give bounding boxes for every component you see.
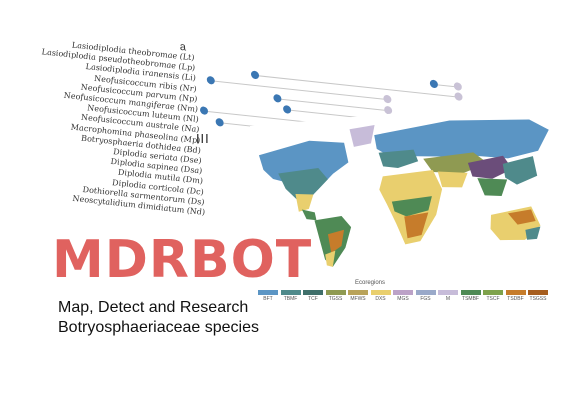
dumbbell-end-point	[453, 82, 463, 91]
legend-swatch	[483, 290, 503, 295]
map-legend: BFT TBMF TCF TGSS MFWS DXS MGS FGS M TSMBF TSCF TSD…	[258, 290, 558, 312]
dumbbell-start-point	[215, 118, 224, 127]
legend-item: TBMF	[280, 290, 303, 302]
legend-label: DXS	[375, 296, 386, 302]
legend-swatch	[528, 290, 548, 295]
legend-item: MGS	[393, 290, 415, 302]
dumbbell-track	[277, 97, 389, 111]
dumbbell-start-point	[250, 70, 260, 80]
legend-item: TGSS	[325, 290, 348, 302]
ecoregion-world-map	[244, 99, 555, 277]
dumbbell-start-point	[429, 79, 439, 89]
legend-item: TCF	[303, 290, 325, 302]
legend-swatch	[280, 290, 301, 295]
legend-label: BFT	[263, 296, 273, 302]
tagline-line-2: Botryosphaeriaceae species	[58, 319, 260, 336]
dumbbell-start-point	[199, 106, 209, 116]
legend-label: MFWS	[350, 296, 366, 302]
legend-label: FGS	[420, 296, 431, 302]
legend-swatch	[505, 290, 526, 295]
dumbbell-start-point	[273, 93, 282, 103]
legend-swatch	[258, 290, 278, 295]
legend-item: TSMBF	[460, 290, 483, 302]
brand-title: MDRBOT	[52, 230, 313, 290]
legend-swatch	[415, 290, 436, 295]
legend-item: BFT	[258, 290, 280, 302]
dumbbell-end-point	[454, 92, 463, 102]
dumbbell-end-point	[383, 94, 392, 104]
legend-swatch	[303, 290, 323, 295]
legend-swatch	[370, 290, 391, 295]
legend-label: TSGSS	[529, 296, 547, 302]
legend-label: M	[445, 296, 451, 302]
legend-item: TSCF	[483, 290, 505, 302]
dumbbell-start-point	[282, 104, 292, 114]
legend-label: TCF	[308, 296, 318, 302]
legend-item: MFWS	[348, 290, 370, 302]
map-legend-title: Ecoregions	[355, 280, 386, 286]
legend-swatch	[460, 290, 481, 295]
legend-label: MGS	[397, 296, 409, 302]
legend-label: TBMF	[283, 296, 298, 302]
legend-item: DXS	[370, 290, 393, 302]
legend-label: TSDBF	[507, 296, 524, 302]
world-map-image	[244, 99, 555, 277]
dumbbell-track	[210, 80, 388, 101]
legend-item: FGS	[415, 290, 438, 302]
legend-item: M	[438, 290, 460, 302]
plot-rows: Lasiodiplodia theobromae (Lt) Lasiodiplod…	[40, 30, 479, 217]
dumbbell-track	[255, 75, 459, 98]
legend-item: TSDBF	[505, 290, 528, 302]
legend-label: TSMBF	[462, 296, 479, 302]
legend-label: TGSS	[328, 296, 343, 302]
dumbbell-start-point	[206, 76, 216, 86]
legend-swatch	[393, 290, 413, 295]
legend-swatch	[348, 290, 368, 295]
legend-swatch	[325, 290, 346, 295]
panel-roman-numeral: III	[196, 132, 210, 146]
legend-label: TSCF	[486, 296, 500, 302]
legend-item: TSGSS	[528, 290, 550, 302]
tagline-line-1: Map, Detect and Research	[58, 299, 249, 316]
legend-swatch	[438, 290, 458, 295]
